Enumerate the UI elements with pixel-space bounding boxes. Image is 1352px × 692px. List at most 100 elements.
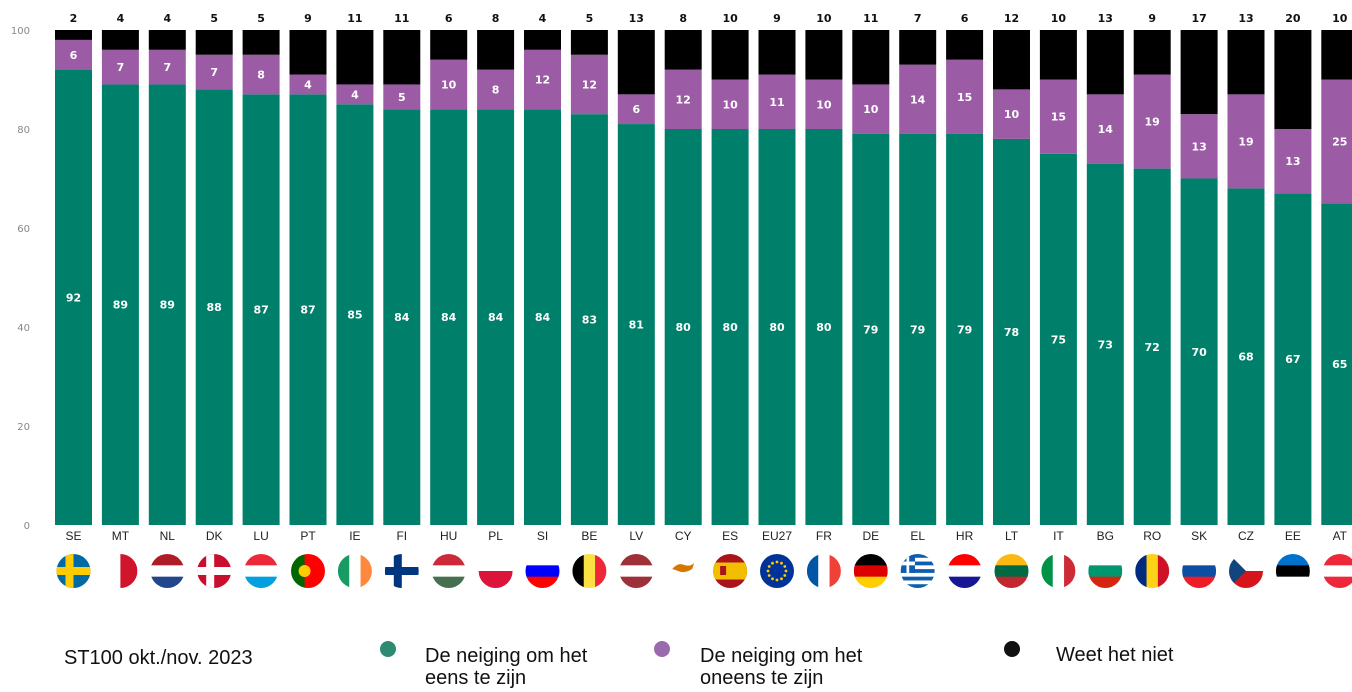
x-tick-label: CY: [675, 529, 692, 543]
bar-group-se: 92 6 2: [55, 12, 92, 525]
value-label-agree: 87: [253, 304, 268, 317]
value-label-agree: 84: [535, 311, 551, 324]
bar-segment-dontknow: [55, 30, 92, 40]
legend-agree-line2: eens te zijn: [425, 667, 527, 689]
bar-group-lu: 87 8 5: [242, 12, 280, 525]
x-tick-label: EE: [1285, 529, 1301, 543]
x-tick-label: IE: [349, 529, 360, 543]
value-label-disagree: 10: [816, 98, 832, 111]
bar-segment-disagree: [1086, 94, 1124, 164]
bar-segment-agree: [570, 114, 608, 526]
bar-segment-disagree: [664, 69, 702, 129]
x-tick-label: SI: [537, 529, 548, 543]
bar-group-lt: 78 10 12: [993, 12, 1030, 525]
bar-segment-agree: [1133, 168, 1171, 525]
bar-segment-agree: [524, 109, 561, 525]
value-label-dontknow: 13: [1098, 12, 1113, 25]
value-label-agree: 84: [488, 311, 504, 324]
bar-segment-disagree: [1227, 94, 1265, 189]
bar-segment-dontknow: [946, 30, 984, 60]
x-tick-label: ES: [722, 529, 738, 543]
bar-group-sk: 70 13 17: [1180, 12, 1218, 525]
bar-group-de: 79 10 11: [852, 12, 890, 525]
flag-bg-icon: [1088, 554, 1123, 588]
legend-disagree-dot: [654, 641, 670, 657]
bar-segment-dontknow: [383, 30, 421, 85]
legend-source: ST100 okt./nov. 2023: [64, 647, 253, 669]
value-label-disagree: 4: [304, 78, 312, 91]
flag-cy-icon: [666, 554, 701, 588]
value-label-disagree: 7: [163, 61, 171, 74]
value-label-disagree: 10: [863, 103, 879, 116]
flag-el-icon: [900, 554, 935, 588]
value-label-agree: 89: [113, 299, 128, 312]
bar-segment-dontknow: [711, 30, 749, 80]
bar-segment-dontknow: [1321, 30, 1352, 80]
y-tick-label: 80: [17, 125, 30, 136]
bar-segment-dontknow: [852, 30, 890, 85]
flag-be-icon: [572, 554, 607, 588]
bar-group-hr: 79 15 6: [946, 12, 984, 525]
value-label-dontknow: 2: [70, 12, 78, 25]
x-tick-label: NL: [160, 529, 176, 543]
value-label-agree: 70: [1191, 346, 1207, 359]
bar-group-cz: 68 19 13: [1227, 12, 1265, 525]
bar-segment-disagree: [1274, 129, 1312, 194]
value-label-dontknow: 10: [816, 12, 832, 25]
bar-segment-agree: [383, 109, 421, 525]
flag-hr-icon: [947, 554, 982, 588]
bar-segment-dontknow: [617, 30, 655, 95]
flag-ro-icon: [1135, 554, 1170, 588]
x-tick-label: MT: [112, 529, 130, 543]
value-label-dontknow: 10: [722, 12, 738, 25]
bar-group-mt: 89 7 4: [101, 12, 139, 525]
value-label-dontknow: 5: [210, 12, 218, 25]
bar-segment-disagree: [1039, 79, 1077, 154]
bar-group-ro: 72 19 9: [1133, 12, 1171, 525]
bar-segment-agree: [477, 109, 515, 525]
bar-segment-agree: [195, 89, 233, 526]
flag-it-icon: [1041, 554, 1076, 588]
x-tick-label: AT: [1333, 529, 1348, 543]
x-tick-label: PL: [488, 529, 503, 543]
value-label-dontknow: 10: [1051, 12, 1067, 25]
flag-row: [56, 554, 1352, 588]
bar-segment-dontknow: [1039, 30, 1077, 80]
value-label-agree: 87: [300, 304, 315, 317]
y-tick-label: 60: [17, 224, 30, 235]
value-label-agree: 81: [629, 319, 644, 332]
value-label-dontknow: 11: [863, 12, 878, 25]
value-label-agree: 79: [863, 323, 878, 336]
x-tick-label: FR: [816, 529, 832, 543]
bar-group-pt: 87 4 9: [289, 12, 327, 525]
y-tick-label: 100: [11, 26, 30, 37]
legend-agree-line1: De neiging om het: [425, 645, 588, 667]
flag-eu27-icon: [760, 554, 794, 588]
value-label-disagree: 11: [769, 96, 784, 109]
value-label-dontknow: 6: [445, 12, 453, 25]
value-label-disagree: 12: [676, 93, 691, 106]
bar-segment-agree: [899, 133, 937, 525]
value-label-agree: 72: [1145, 341, 1160, 354]
x-tick-label: PT: [300, 529, 316, 543]
value-label-dontknow: 11: [394, 12, 409, 25]
legend-disagree-line2: oneens te zijn: [700, 667, 824, 689]
x-axis-labels: SE MT NL DK LU PT IE FI HU PL SI BE LV CY ES EU27 FR DE EL…: [65, 529, 1347, 543]
bar-group-be: 83 12 5: [570, 12, 608, 526]
flag-fi-icon: [384, 554, 419, 588]
flag-lt-icon: [994, 554, 1029, 588]
value-label-dontknow: 5: [257, 12, 265, 25]
value-label-agree: 78: [1004, 326, 1019, 339]
bar-segment-dontknow: [899, 30, 937, 65]
x-tick-label: IT: [1053, 529, 1064, 543]
value-label-dontknow: 13: [629, 12, 644, 25]
x-tick-label: SE: [65, 529, 81, 543]
bar-segment-agree: [55, 69, 92, 525]
value-label-agree: 80: [676, 321, 692, 334]
bar-segment-disagree: [524, 49, 561, 110]
value-label-agree: 85: [347, 309, 362, 322]
value-label-disagree: 14: [910, 93, 926, 106]
bar-segment-disagree: [195, 54, 233, 90]
value-label-agree: 83: [582, 314, 597, 327]
bar-segment-agree: [1086, 163, 1124, 525]
